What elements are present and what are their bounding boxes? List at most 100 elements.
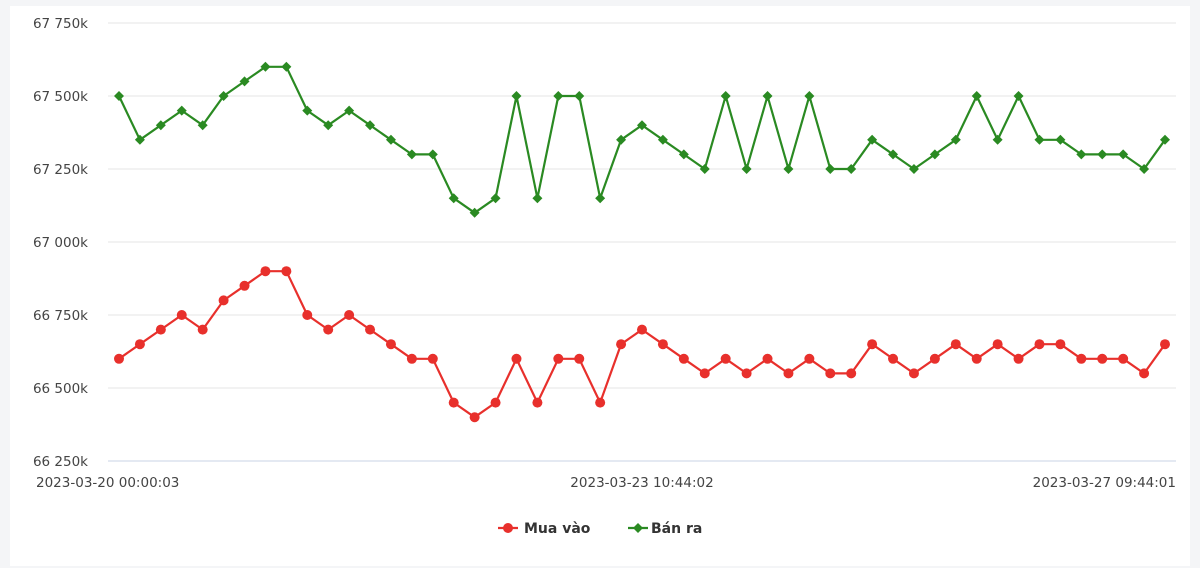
data-point[interactable] — [1160, 339, 1170, 350]
data-point[interactable] — [1160, 134, 1170, 145]
data-point[interactable] — [950, 339, 961, 350]
data-point[interactable] — [155, 120, 166, 131]
data-point[interactable] — [1139, 164, 1150, 174]
data-point[interactable] — [323, 120, 334, 131]
data-point[interactable] — [929, 353, 940, 364]
data-point[interactable] — [574, 91, 585, 101]
data-point[interactable] — [532, 193, 543, 204]
data-point[interactable] — [846, 368, 857, 379]
data-point[interactable] — [699, 368, 710, 379]
data-point[interactable] — [134, 339, 145, 350]
data-point[interactable] — [385, 339, 396, 350]
data-point[interactable] — [762, 353, 773, 364]
data-point[interactable] — [1139, 368, 1150, 379]
data-point[interactable] — [929, 149, 940, 160]
data-point[interactable] — [825, 164, 836, 174]
data-point[interactable] — [239, 280, 250, 291]
data-point[interactable] — [950, 134, 961, 145]
data-point[interactable] — [511, 353, 522, 364]
data-point[interactable] — [1118, 149, 1129, 160]
data-point[interactable] — [762, 91, 773, 101]
data-point[interactable] — [1055, 134, 1066, 145]
data-point[interactable] — [888, 149, 899, 160]
data-point[interactable] — [323, 324, 334, 335]
data-point[interactable] — [365, 324, 376, 335]
data-point[interactable] — [302, 105, 313, 116]
data-point[interactable] — [971, 91, 982, 101]
data-point[interactable] — [741, 368, 752, 379]
data-point[interactable] — [490, 397, 501, 408]
data-point[interactable] — [114, 353, 124, 364]
data-point[interactable] — [239, 76, 250, 87]
data-point[interactable] — [553, 353, 564, 364]
data-point[interactable] — [1034, 134, 1045, 145]
data-point[interactable] — [741, 164, 752, 174]
data-point[interactable] — [616, 339, 627, 350]
data-point[interactable] — [1034, 339, 1045, 350]
data-point[interactable] — [678, 353, 689, 364]
data-point[interactable] — [176, 105, 187, 116]
data-point[interactable] — [595, 193, 606, 204]
data-point[interactable] — [1118, 353, 1129, 364]
data-point[interactable] — [1097, 149, 1108, 160]
data-point[interactable] — [469, 207, 480, 218]
data-point[interactable] — [469, 412, 480, 423]
data-point[interactable] — [365, 120, 376, 131]
data-point[interactable] — [783, 368, 794, 379]
data-point[interactable] — [490, 193, 501, 204]
data-point[interactable] — [218, 295, 229, 306]
data-point[interactable] — [1076, 149, 1087, 160]
data-point[interactable] — [783, 164, 794, 174]
data-point[interactable] — [281, 266, 292, 277]
data-point[interactable] — [553, 91, 564, 101]
data-point[interactable] — [908, 368, 919, 379]
data-point[interactable] — [971, 353, 982, 364]
data-point[interactable] — [197, 324, 208, 335]
data-point[interactable] — [197, 120, 208, 131]
data-point[interactable] — [1013, 353, 1024, 364]
data-point[interactable] — [637, 324, 647, 335]
data-point[interactable] — [406, 353, 417, 364]
data-point[interactable] — [657, 134, 668, 145]
data-point[interactable] — [720, 353, 731, 364]
data-point[interactable] — [908, 164, 919, 174]
data-point[interactable] — [532, 397, 543, 408]
data-point[interactable] — [134, 134, 145, 145]
data-point[interactable] — [281, 61, 292, 72]
data-point[interactable] — [678, 149, 689, 160]
data-point[interactable] — [804, 353, 815, 364]
data-point[interactable] — [385, 134, 396, 145]
data-point[interactable] — [155, 324, 166, 335]
data-point[interactable] — [699, 164, 710, 174]
data-point[interactable] — [657, 339, 668, 350]
data-point[interactable] — [1055, 339, 1066, 350]
data-point[interactable] — [260, 266, 271, 277]
data-point[interactable] — [1076, 353, 1087, 364]
data-point[interactable] — [427, 353, 438, 364]
data-point[interactable] — [574, 353, 585, 364]
data-point[interactable] — [344, 105, 355, 116]
data-point[interactable] — [867, 134, 878, 145]
legend-item-ban-ra[interactable]: Bán ra — [628, 521, 702, 537]
data-point[interactable] — [616, 134, 627, 145]
data-point[interactable] — [804, 91, 815, 101]
data-point[interactable] — [448, 397, 459, 408]
data-point[interactable] — [888, 353, 899, 364]
data-point[interactable] — [992, 339, 1003, 350]
data-point[interactable] — [1097, 353, 1108, 364]
data-point[interactable] — [344, 310, 355, 320]
data-point[interactable] — [448, 193, 459, 204]
data-point[interactable] — [595, 397, 606, 408]
data-point[interactable] — [176, 310, 187, 320]
data-point[interactable] — [867, 339, 878, 350]
data-point[interactable] — [992, 134, 1003, 145]
data-point[interactable] — [406, 149, 417, 160]
data-point[interactable] — [1013, 91, 1024, 101]
data-point[interactable] — [825, 368, 836, 379]
legend-item-mua-vao[interactable]: Mua vào — [498, 521, 591, 537]
data-point[interactable] — [511, 91, 522, 101]
data-point[interactable] — [260, 61, 271, 72]
data-point[interactable] — [218, 91, 229, 101]
data-point[interactable] — [427, 149, 438, 160]
data-point[interactable] — [846, 164, 857, 174]
